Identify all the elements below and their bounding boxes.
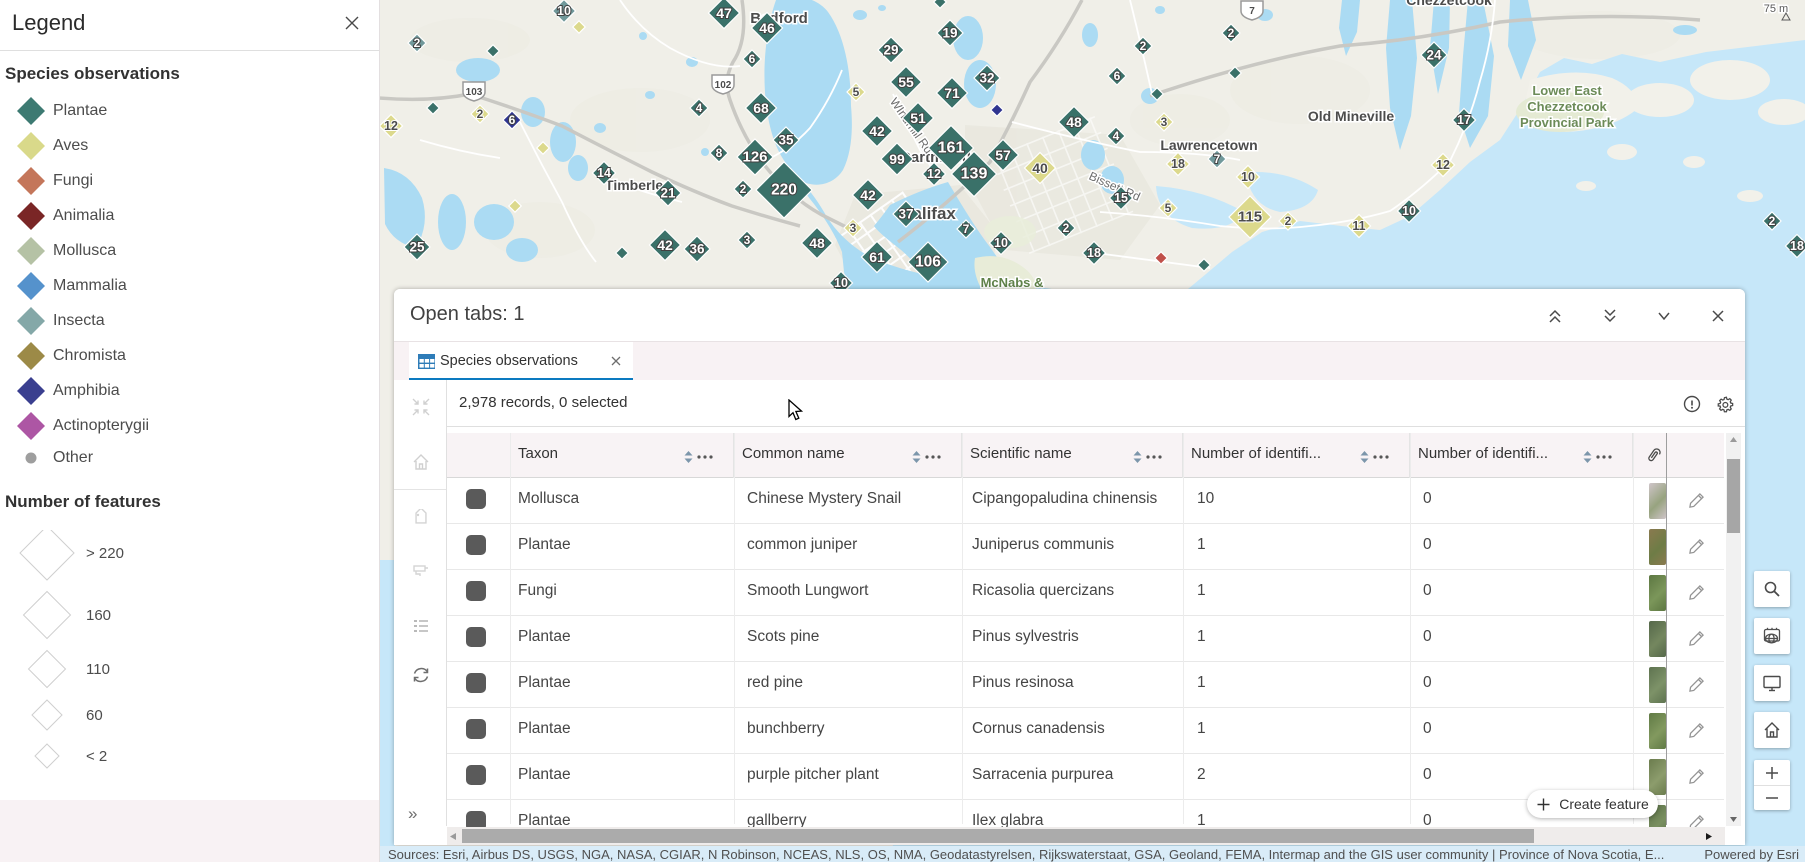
svg-text:2: 2 [1063, 221, 1070, 235]
svg-text:160: 160 [86, 607, 111, 624]
svg-text:40: 40 [1032, 160, 1048, 176]
svg-text:47: 47 [716, 5, 732, 21]
svg-text:17: 17 [1457, 113, 1471, 127]
svg-text:126: 126 [742, 149, 767, 166]
svg-text:48: 48 [1066, 114, 1082, 130]
svg-text:2: 2 [1228, 26, 1235, 40]
svg-text:139: 139 [961, 166, 988, 183]
svg-text:68: 68 [753, 100, 769, 116]
svg-text:> 220: > 220 [86, 545, 124, 562]
svg-text:3: 3 [744, 233, 751, 247]
svg-text:18: 18 [1790, 239, 1804, 253]
svg-text:7: 7 [963, 222, 970, 236]
svg-text:3: 3 [1161, 115, 1168, 129]
svg-text:19: 19 [942, 26, 957, 41]
svg-text:36: 36 [689, 242, 705, 257]
svg-text:2: 2 [1285, 214, 1292, 228]
svg-text:25: 25 [409, 240, 425, 255]
svg-text:29: 29 [883, 43, 898, 58]
svg-text:42: 42 [860, 187, 876, 203]
svg-text:2: 2 [740, 182, 747, 196]
svg-text:42: 42 [657, 237, 673, 253]
svg-text:61: 61 [869, 249, 885, 265]
svg-text:Chezzetcook: Chezzetcook [1406, 0, 1492, 8]
svg-text:Provincial Park: Provincial Park [1520, 115, 1615, 130]
svg-text:10: 10 [994, 236, 1008, 250]
svg-text:Lawrencetown: Lawrencetown [1160, 137, 1257, 153]
svg-text:2: 2 [1140, 39, 1147, 53]
svg-text:< 2: < 2 [86, 748, 107, 765]
svg-text:Timberlea: Timberlea [605, 177, 671, 193]
svg-text:99: 99 [889, 151, 905, 167]
svg-text:60: 60 [86, 707, 103, 724]
svg-text:51: 51 [910, 110, 926, 126]
svg-text:110: 110 [86, 661, 110, 678]
svg-text:32: 32 [979, 71, 994, 86]
svg-text:42: 42 [869, 123, 885, 139]
svg-text:106: 106 [915, 254, 941, 271]
svg-text:18: 18 [1171, 157, 1185, 171]
svg-text:10: 10 [1402, 204, 1416, 218]
svg-text:5: 5 [853, 85, 860, 99]
svg-text:4: 4 [696, 101, 703, 115]
svg-text:48: 48 [809, 235, 825, 251]
svg-text:55: 55 [898, 74, 914, 90]
svg-text:35: 35 [778, 133, 794, 148]
svg-text:21: 21 [660, 186, 676, 201]
svg-text:6: 6 [509, 113, 516, 127]
svg-text:71: 71 [944, 85, 960, 101]
svg-text:46: 46 [759, 20, 775, 36]
svg-text:11: 11 [1352, 219, 1365, 233]
svg-text:57: 57 [995, 147, 1011, 163]
svg-text:4: 4 [1113, 129, 1120, 143]
svg-text:Chezzetcook: Chezzetcook [1527, 99, 1607, 114]
svg-text:2: 2 [1769, 214, 1776, 228]
svg-text:10: 10 [834, 276, 848, 290]
svg-text:14: 14 [597, 166, 611, 180]
svg-text:McNabs &: McNabs & [981, 275, 1044, 290]
svg-text:8: 8 [716, 146, 723, 160]
svg-text:37: 37 [898, 207, 913, 222]
svg-text:Old Mineville: Old Mineville [1308, 108, 1395, 124]
svg-text:102: 102 [715, 80, 732, 91]
svg-text:103: 103 [466, 87, 483, 98]
svg-text:5: 5 [1165, 201, 1172, 215]
svg-text:7: 7 [1214, 152, 1221, 166]
svg-text:12: 12 [1436, 158, 1450, 172]
svg-text:10: 10 [1241, 170, 1255, 184]
svg-text:6: 6 [1114, 69, 1121, 83]
svg-text:12: 12 [927, 167, 941, 181]
svg-text:2: 2 [477, 107, 484, 121]
svg-text:2: 2 [414, 36, 421, 50]
svg-text:220: 220 [771, 182, 797, 199]
svg-text:10: 10 [557, 4, 571, 18]
svg-text:24: 24 [1426, 48, 1442, 63]
svg-text:6: 6 [749, 52, 756, 66]
svg-text:Lower East: Lower East [1532, 83, 1602, 98]
svg-text:7: 7 [1249, 6, 1255, 17]
svg-text:75 m: 75 m [1764, 3, 1788, 15]
svg-text:18: 18 [1087, 246, 1101, 260]
svg-text:12: 12 [384, 119, 398, 133]
svg-text:115: 115 [1238, 209, 1262, 226]
svg-text:161: 161 [938, 140, 965, 157]
svg-text:3: 3 [850, 221, 857, 235]
svg-text:15: 15 [1114, 191, 1128, 205]
